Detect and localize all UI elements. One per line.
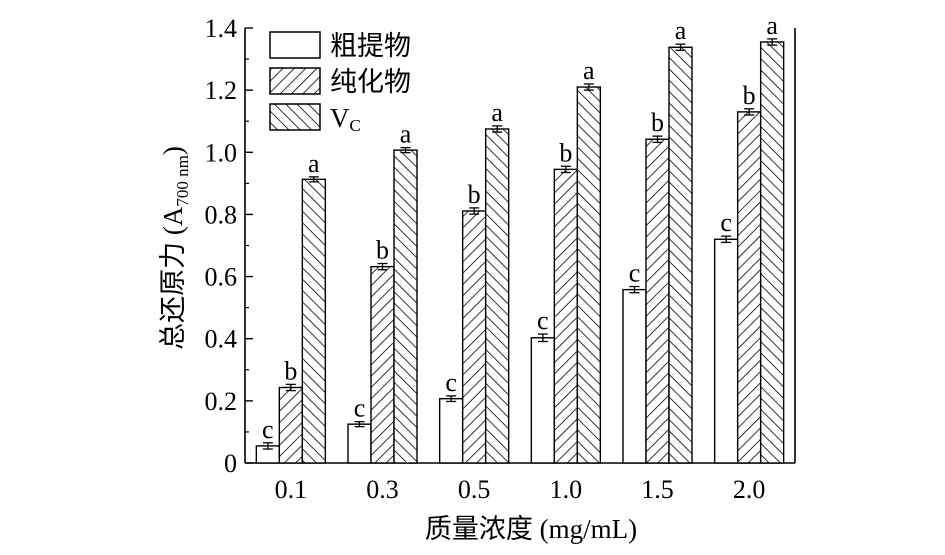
y-tick-label: 0.2 <box>205 387 238 416</box>
legend-swatch-purified <box>269 67 321 95</box>
bars-group: c b a c b a c b a c b a c b a c b a <box>255 11 785 464</box>
significance-label: c <box>537 306 549 335</box>
bar <box>736 111 762 464</box>
significance-label: b <box>559 138 572 167</box>
bar <box>668 46 693 464</box>
x-tick-label: 2.0 <box>733 475 766 504</box>
significance-label: b <box>468 180 481 209</box>
significance-label: b <box>651 108 664 137</box>
significance-label: c <box>445 368 457 397</box>
significance-label: c <box>354 394 366 423</box>
legend-swatch-vc <box>269 103 321 131</box>
bar <box>301 178 327 464</box>
bar <box>759 41 785 464</box>
bar <box>576 86 602 464</box>
x-axis-title: 质量浓度 (mg/mL) <box>425 514 637 544</box>
legend-label-vc: VC <box>330 103 361 135</box>
x-tick-label: 1.5 <box>641 475 674 504</box>
significance-label: c <box>262 415 274 444</box>
legend-label-purified: 纯化物 <box>330 67 411 97</box>
significance-label: a <box>400 120 412 149</box>
bar <box>530 337 556 464</box>
bar <box>645 138 670 464</box>
bar <box>622 288 647 464</box>
significance-label: b <box>376 236 389 265</box>
bar <box>393 149 418 464</box>
significance-label: a <box>583 56 595 85</box>
y-tick-label: 1.4 <box>205 14 238 43</box>
bar <box>347 423 372 464</box>
bar <box>461 210 487 464</box>
legend-label-crude: 粗提物 <box>330 31 411 61</box>
legend: 粗提物 纯化物 VC <box>269 31 411 135</box>
bar <box>438 397 464 464</box>
y-tick-label: 0.8 <box>205 200 238 229</box>
significance-label: a <box>491 98 503 127</box>
bar <box>484 128 510 464</box>
bar <box>278 386 304 464</box>
x-tick-label: 0.3 <box>366 475 399 504</box>
y-tick-label: 1.2 <box>205 76 238 105</box>
significance-label: c <box>720 208 732 237</box>
y-tick-label: 0 <box>224 449 237 478</box>
significance-label: b <box>284 356 297 385</box>
bar <box>370 265 395 464</box>
significance-label: c <box>629 259 641 288</box>
x-tick-label: 0.5 <box>458 475 491 504</box>
significance-label: a <box>308 149 320 178</box>
y-axis-title: 总还原力 (A700 nm) <box>158 146 192 350</box>
significance-label: a <box>766 11 778 40</box>
significance-label: a <box>675 16 687 45</box>
y-tick-label: 1.0 <box>205 138 238 167</box>
x-tick-label: 1.0 <box>550 475 583 504</box>
significance-label: b <box>743 81 756 110</box>
x-tick-label: 0.1 <box>275 475 308 504</box>
bar <box>553 168 579 464</box>
axes: 0 0.2 0.4 0.6 0.8 1.0 1.2 1.4 0.1 0.3 0.5 1.0 1.5 2.0 <box>205 14 796 504</box>
y-tick-label: 0.6 <box>205 263 238 292</box>
legend-swatch-crude <box>269 31 321 59</box>
y-tick-label: 0.4 <box>205 325 238 354</box>
bar <box>713 238 739 464</box>
